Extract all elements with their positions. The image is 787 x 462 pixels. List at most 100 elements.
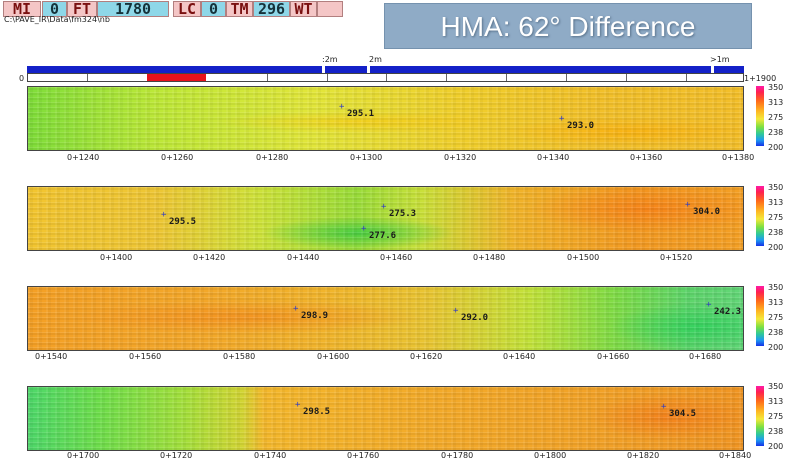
station-tick: 0+1540	[35, 352, 68, 361]
thermal-strip-3[interactable]: 298.9 292.0 242.3	[27, 286, 744, 351]
temp-annotation: 277.6	[361, 224, 396, 241]
temp-annotation: 295.5	[161, 210, 196, 227]
scale-label: 200	[768, 442, 784, 451]
thermal-strip-1[interactable]: 295.1 293.0	[27, 86, 744, 151]
temp-annotation: 242.3	[706, 300, 741, 317]
station-tick: 0+1840	[719, 451, 752, 460]
station-tick: 0+1420	[193, 253, 226, 262]
color-scale-2	[756, 186, 764, 246]
title-banner: HMA: 62° Difference	[384, 3, 752, 49]
scale-label: 238	[768, 427, 784, 436]
thermal-strip-4[interactable]: 298.5 304.5	[27, 386, 744, 451]
station-tick: 0+1460	[380, 253, 413, 262]
scale-label: 350	[768, 382, 784, 391]
segment-divider	[686, 74, 687, 81]
track-gap	[367, 66, 370, 73]
scale-label: 313	[768, 98, 784, 107]
scale-label: 275	[768, 113, 784, 122]
temp-annotation: 295.1	[339, 102, 374, 119]
marker-label-2: 2m	[369, 55, 382, 64]
color-scale-3	[756, 286, 764, 346]
tm-label: TM	[226, 1, 253, 17]
station-tick: 0+1600	[317, 352, 350, 361]
station-tick: 0+1480	[473, 253, 506, 262]
marker-label-3: >1m	[710, 55, 730, 64]
station-tick: 0+1820	[627, 451, 660, 460]
station-tick: 0+1300	[350, 153, 383, 162]
station-tick: 0+1560	[129, 352, 162, 361]
station-tick: 0+1700	[67, 451, 100, 460]
scale-label: 350	[768, 183, 784, 192]
scale-label: 275	[768, 313, 784, 322]
segment-divider	[506, 74, 507, 81]
station-tick: 0+1340	[537, 153, 570, 162]
ft-value: 1780	[97, 1, 169, 17]
station-tick: 0+1360	[630, 153, 663, 162]
overview-end-label: 1+1900	[744, 74, 777, 83]
temp-annotation: 304.5	[661, 402, 696, 419]
overview-segments[interactable]	[27, 73, 744, 82]
station-tick: 0+1240	[67, 153, 100, 162]
station-tick: 0+1760	[347, 451, 380, 460]
segment-divider	[446, 74, 447, 81]
scale-label: 350	[768, 283, 784, 292]
thermal-strip-2[interactable]: 295.5 275.3 277.6 304.0	[27, 186, 744, 251]
temp-annotation: 275.3	[381, 202, 416, 219]
temp-annotation: 293.0	[559, 114, 594, 131]
station-tick: 0+1520	[660, 253, 693, 262]
current-window-marker[interactable]	[147, 74, 206, 81]
segment-divider	[566, 74, 567, 81]
temp-annotation: 298.9	[293, 304, 328, 321]
track-gap	[711, 66, 714, 73]
scale-label: 350	[768, 83, 784, 92]
lc-label: LC	[173, 1, 201, 17]
scale-label: 238	[768, 328, 784, 337]
segment-divider	[386, 74, 387, 81]
marker-label-1: :2m	[322, 55, 338, 64]
scale-label: 275	[768, 412, 784, 421]
data-path: C:\PAVE_IR\Data\fm324\nb	[4, 15, 110, 24]
station-tick: 0+1500	[567, 253, 600, 262]
mi-label: MI	[3, 1, 41, 17]
station-tick: 0+1580	[223, 352, 256, 361]
station-tick: 0+1740	[254, 451, 287, 460]
station-tick: 0+1720	[160, 451, 193, 460]
station-tick: 0+1380	[722, 153, 755, 162]
scale-label: 275	[768, 213, 784, 222]
scale-label: 200	[768, 143, 784, 152]
lc-value: 0	[201, 1, 226, 17]
scale-label: 313	[768, 397, 784, 406]
station-tick: 0+1640	[503, 352, 536, 361]
station-tick: 0+1620	[410, 352, 443, 361]
station-tick: 0+1660	[597, 352, 630, 361]
scale-label: 313	[768, 298, 784, 307]
scale-label: 313	[768, 198, 784, 207]
station-tick: 0+1260	[161, 153, 194, 162]
track-gap	[322, 66, 325, 73]
segment-divider	[267, 74, 268, 81]
station-tick: 0+1320	[444, 153, 477, 162]
wt-label: WT	[290, 1, 317, 17]
temp-annotation: 298.5	[295, 400, 330, 417]
segment-divider	[327, 74, 328, 81]
color-scale-1	[756, 86, 764, 146]
wt-value	[317, 1, 343, 17]
color-scale-4	[756, 386, 764, 446]
station-tick: 0+1780	[441, 451, 474, 460]
ft-label: FT	[67, 1, 97, 17]
temp-annotation: 292.0	[453, 306, 488, 323]
scale-label: 200	[768, 243, 784, 252]
segment-divider	[87, 74, 88, 81]
overview-track[interactable]	[27, 66, 744, 73]
station-tick: 0+1400	[100, 253, 133, 262]
station-tick: 0+1680	[689, 352, 722, 361]
station-tick: 0+1800	[534, 451, 567, 460]
tm-value: 296	[253, 1, 290, 17]
mi-value: 0	[42, 1, 67, 17]
segment-divider	[626, 74, 627, 81]
temp-annotation: 304.0	[685, 200, 720, 217]
scale-label: 200	[768, 343, 784, 352]
station-tick: 0+1280	[256, 153, 289, 162]
scale-label: 238	[768, 128, 784, 137]
station-tick: 0+1440	[287, 253, 320, 262]
